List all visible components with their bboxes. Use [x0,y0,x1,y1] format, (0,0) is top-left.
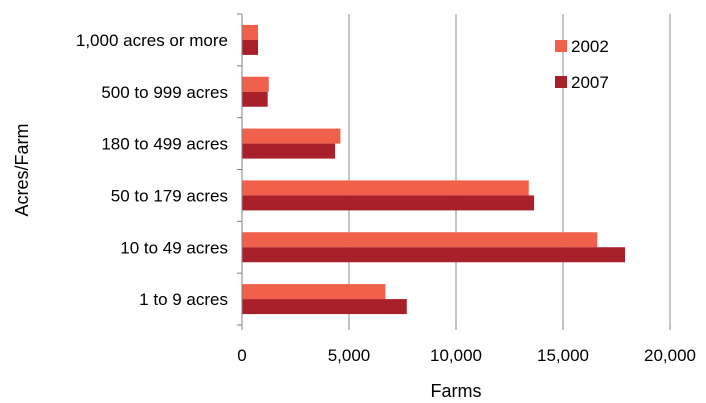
bar-2007-0 [242,39,259,55]
bar-2007-2 [242,143,336,159]
x-tick-label-3: 15,000 [537,346,589,365]
axes [237,13,671,330]
bar-2007-5 [242,299,407,315]
bar-2002-0 [242,24,259,40]
legend-swatch-2007 [555,76,567,88]
x-tick-label-2: 10,000 [430,346,482,365]
y-axis-title: Acres/Farm [12,123,32,216]
bar-2002-5 [242,284,386,300]
legend: 2002 2007 [555,37,609,92]
bar-2002-3 [242,180,529,196]
y-tick-label-2: 180 to 499 acres [101,135,228,154]
bar-2002-2 [242,128,341,144]
x-tick-label-4: 20,000 [644,346,696,365]
x-tick-label-1: 5,000 [328,346,371,365]
y-tick-label-0: 1,000 acres or more [76,31,228,50]
bar-2007-1 [242,91,268,107]
x-tick-labels: 0 5,000 10,000 15,000 20,000 [237,346,696,365]
y-tick-label-3: 50 to 179 acres [111,186,228,205]
y-tick-label-5: 1 to 9 acres [139,290,228,309]
y-tick-label-1: 500 to 999 acres [101,83,228,102]
bar-2007-3 [242,195,535,211]
bar-2007-4 [242,247,626,263]
y-tick-label-4: 10 to 49 acres [120,238,228,257]
x-axis-title: Farms [431,381,482,401]
y-tick-labels: 1,000 acres or more 500 to 999 acres 180 t… [76,31,228,309]
bars [242,24,626,315]
legend-swatch-2002 [555,40,567,52]
legend-label-2007: 2007 [571,73,609,92]
bar-2002-1 [242,76,269,92]
x-tick-label-0: 0 [237,346,246,365]
gridlines [348,14,671,325]
bar-2002-4 [242,232,598,248]
legend-label-2002: 2002 [571,37,609,56]
